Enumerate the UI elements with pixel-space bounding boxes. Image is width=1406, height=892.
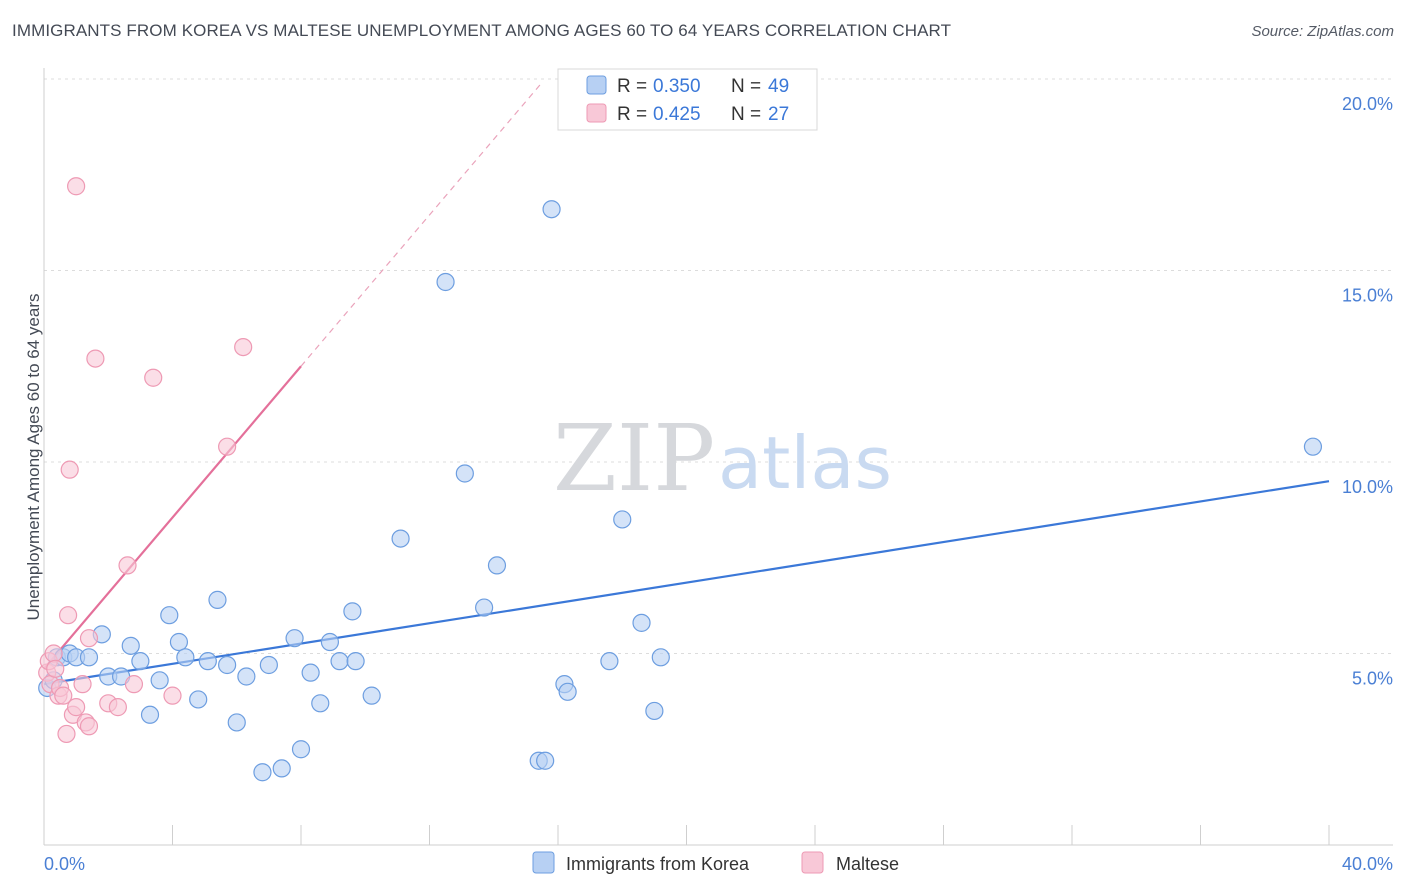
point-korea [455,464,474,483]
point-korea [237,667,256,686]
point-maltese [86,349,105,368]
point-korea [558,682,577,701]
bottom-legend-swatch-maltese [801,851,824,874]
point-maltese [234,338,253,357]
point-korea [330,652,349,671]
x-tick-label-min: 0.0% [44,854,85,874]
point-korea [198,652,217,671]
point-korea [150,671,169,690]
point-korea [362,686,381,705]
point-maltese [58,606,78,625]
point-maltese [67,177,86,196]
y-tick-labels: 5.0% 10.0% 15.0% 20.0% [1342,94,1393,689]
point-korea [311,694,330,713]
point-korea [140,705,160,724]
point-maltese [79,629,99,648]
y-axis-label: Unemployment Among Ages 60 to 64 years [24,294,43,621]
chart-title: IMMIGRANTS FROM KOREA VS MALTESE UNEMPLO… [12,21,952,40]
point-maltese [108,698,127,717]
legend-n-value-korea: 49 [768,76,789,97]
point-korea [218,655,237,675]
point-korea [487,556,507,575]
trend-line-maltese-extension [300,82,543,367]
point-korea [536,751,555,770]
watermark: ZIP atlas [553,405,892,512]
point-korea [613,510,632,529]
point-maltese [54,686,73,705]
gridlines [44,78,1393,654]
point-korea [436,272,455,292]
legend-n-label-korea: N = [731,76,761,97]
point-korea [227,713,246,732]
point-korea [1303,437,1323,456]
legend-n-label-maltese: N = [731,104,761,125]
point-korea [391,529,410,548]
point-korea [189,690,208,709]
legend-r-label-korea: R = [617,76,647,97]
point-korea [285,629,304,648]
point-korea [346,652,365,671]
point-korea [600,652,619,671]
point-maltese [57,724,76,744]
y-tick-label: 5.0% [1352,669,1393,689]
point-korea [169,632,189,652]
trend-line-korea [43,480,1330,686]
point-maltese [118,556,137,575]
point-maltese [60,460,79,479]
y-tick-label: 15.0% [1342,286,1393,306]
point-maltese [124,675,144,694]
legend-r-value-korea: 0.350 [653,76,701,97]
trend-lines [43,82,1330,686]
point-maltese [67,698,86,717]
point-korea [475,598,494,617]
bottom-legend-label-maltese: Maltese [836,854,899,874]
bottom-legend-swatch-korea [532,851,555,874]
point-maltese [46,659,65,678]
point-korea [79,648,99,667]
point-korea [272,759,291,778]
chart-source: Source: ZipAtlas.com [1251,23,1394,40]
point-korea [343,602,362,621]
point-korea [208,590,227,609]
point-korea [121,636,140,655]
legend-bottom: Immigrants from Korea Maltese [532,851,899,874]
point-korea [160,606,179,625]
axes [43,68,1393,846]
point-maltese [44,644,63,663]
point-korea [320,632,340,652]
x-tick-label-max: 40.0% [1342,854,1393,874]
data-points [38,177,1323,782]
point-korea [131,652,150,671]
point-korea [542,200,561,219]
point-korea [176,648,195,667]
watermark-zip: ZIP [553,405,715,512]
bottom-legend-label-korea: Immigrants from Korea [566,854,750,874]
watermark-atlas: atlas [718,421,892,505]
legend-swatch-korea [586,75,607,95]
y-tick-label: 10.0% [1342,477,1393,497]
point-korea [645,701,664,721]
point-korea [291,740,311,759]
point-korea [651,648,670,667]
point-maltese [144,368,163,387]
legend-r-value-maltese: 0.425 [653,104,701,125]
point-korea [259,655,278,675]
legend-n-value-maltese: 27 [768,104,789,125]
point-korea [632,613,651,632]
y-tick-label: 20.0% [1342,94,1393,114]
legend-swatch-maltese [586,103,607,123]
legend-top: R = 0.350 N = 49 R = 0.425 N = 27 [557,68,818,131]
trend-line-maltese [43,365,302,670]
point-maltese [79,717,99,736]
legend-r-label-maltese: R = [617,104,647,125]
point-maltese [218,437,237,456]
point-korea [253,763,272,782]
point-maltese [163,686,182,705]
point-korea [301,663,320,682]
point-maltese [73,675,92,694]
